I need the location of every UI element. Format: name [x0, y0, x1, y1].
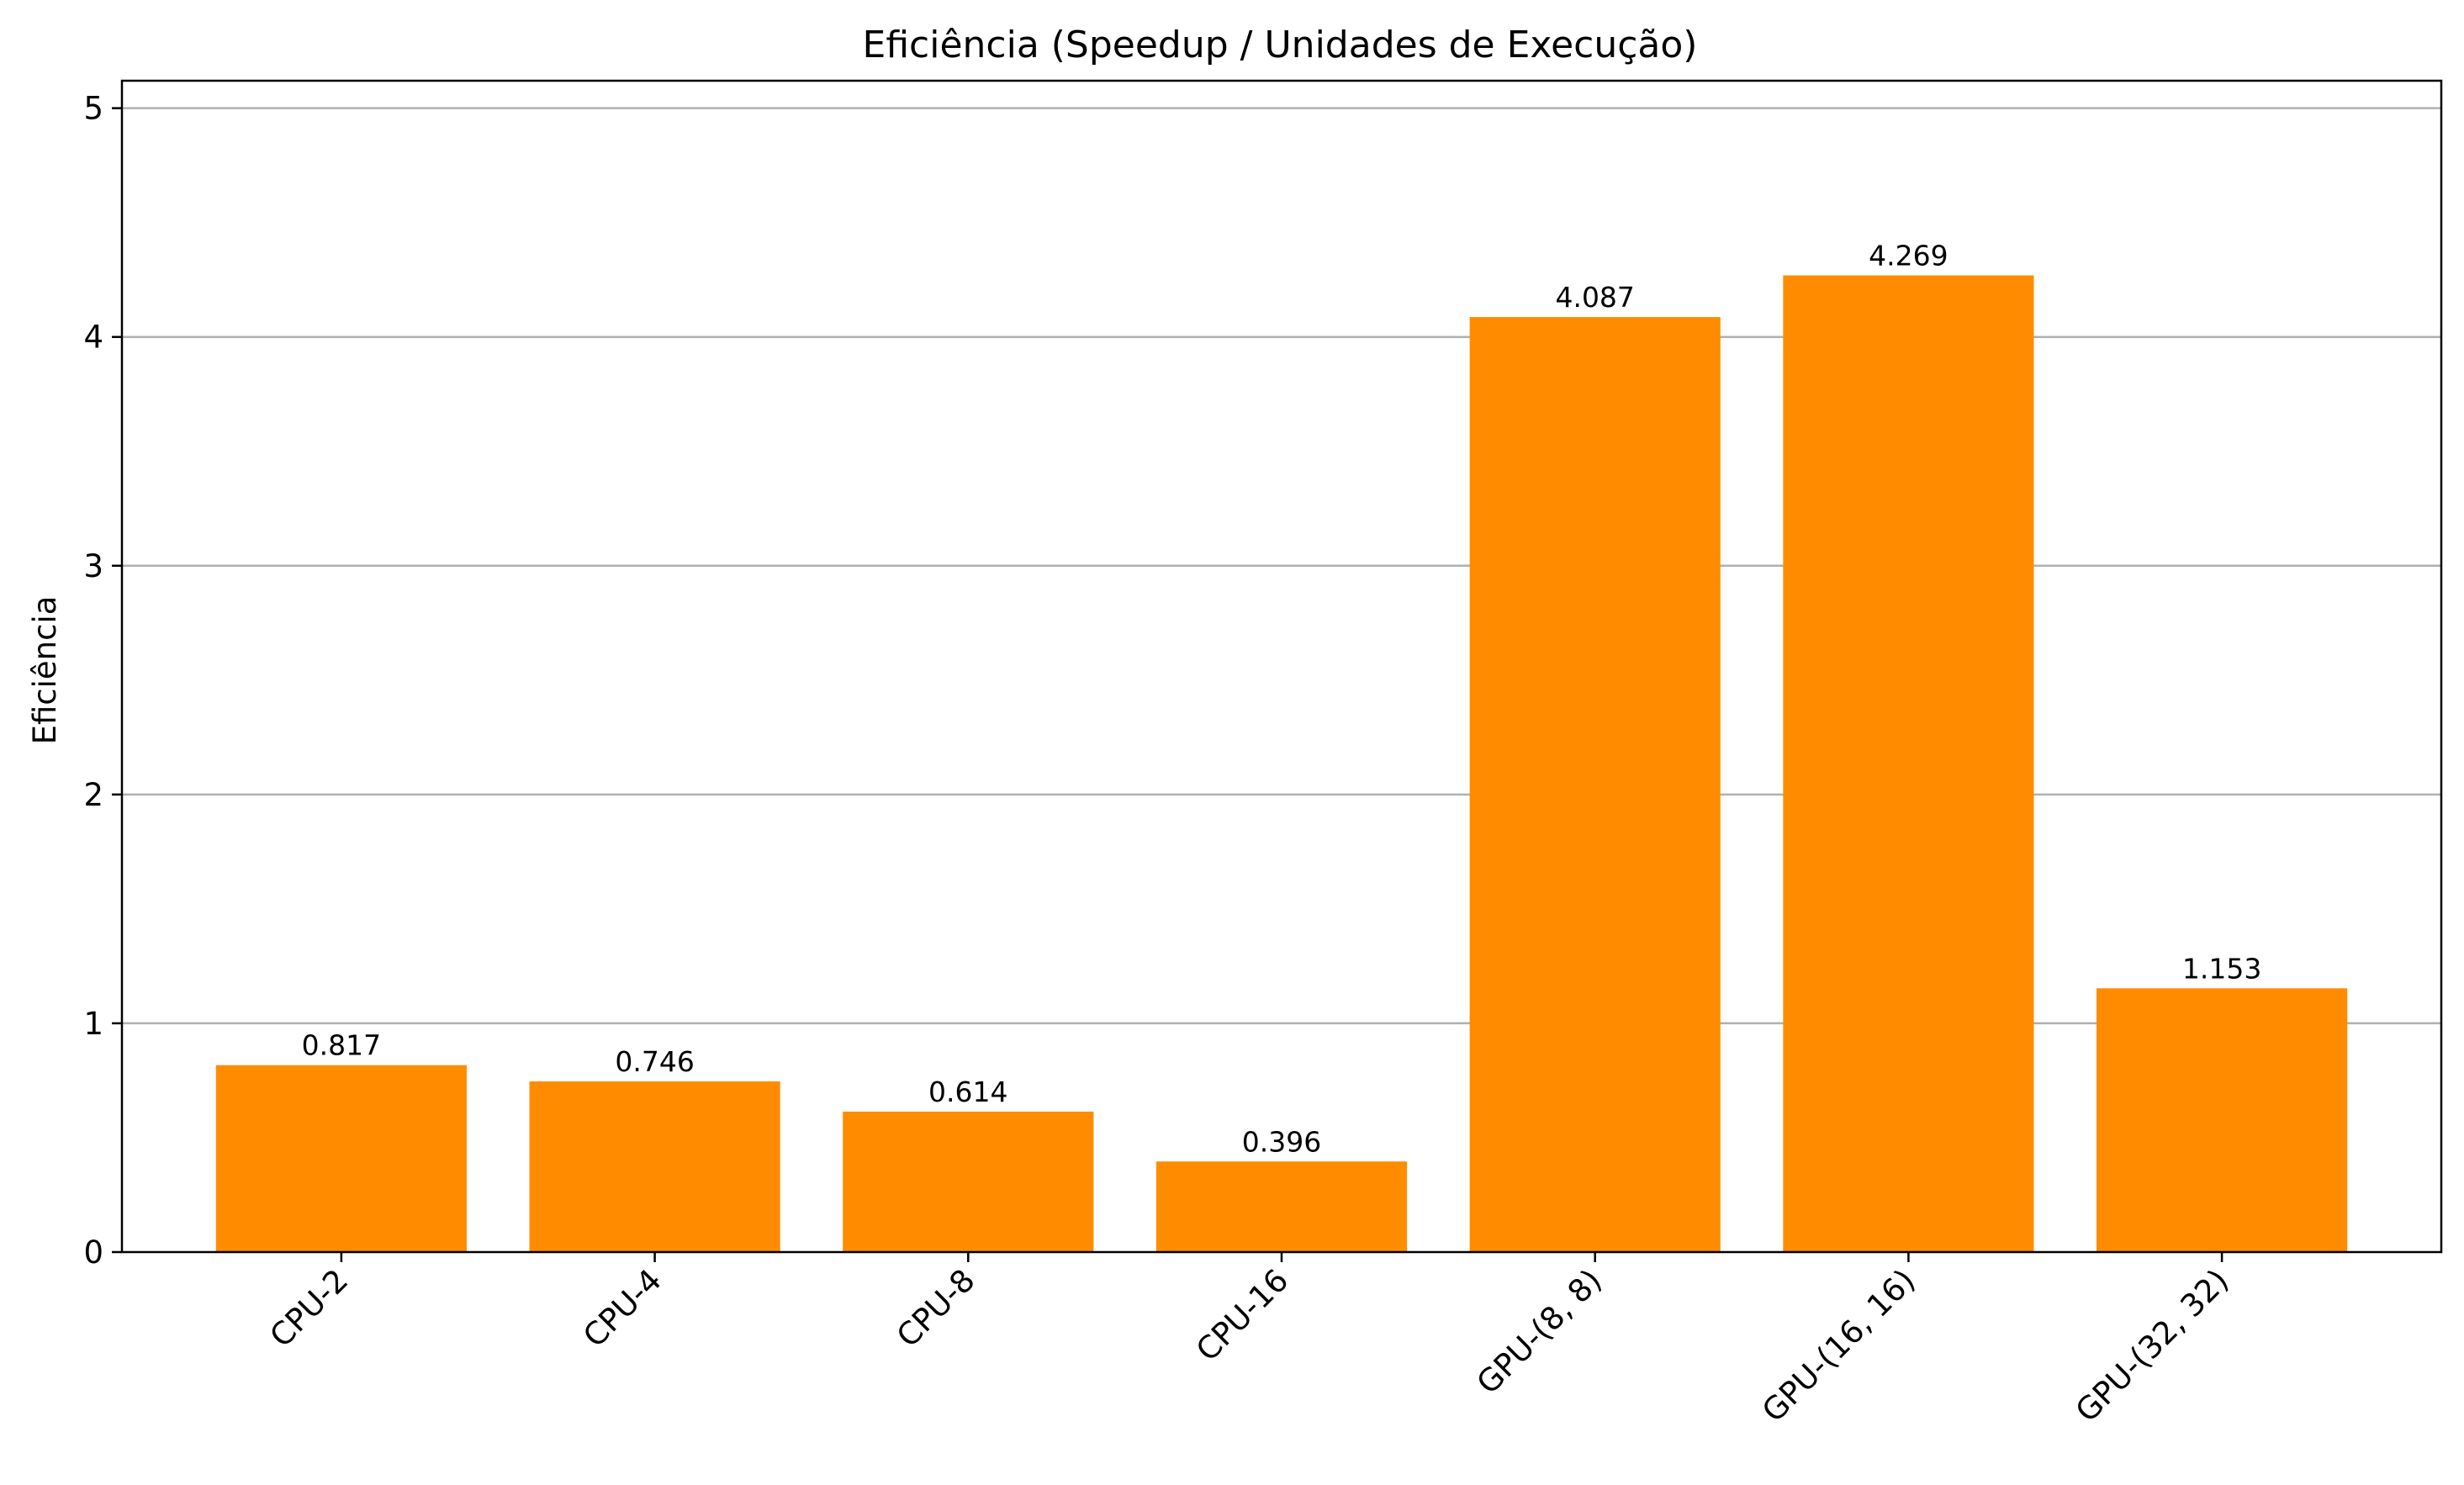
grid-lines [122, 107, 2441, 1025]
plot-frame [120, 79, 2443, 1254]
bar [215, 1065, 467, 1252]
bar [1155, 1161, 1408, 1252]
y-tick-label: 4 [83, 320, 103, 356]
x-tick-label: GPU-(32, 32) [2069, 1262, 2236, 1430]
x-tick-label: GPU-(8, 8) [1470, 1262, 1609, 1401]
bar-value-label: 0.746 [615, 1045, 694, 1078]
bar-value-label: 4.087 [1555, 281, 1634, 314]
bar-value-label: 0.396 [1242, 1125, 1321, 1158]
bar-value-labels: 0.817 0.746 0.614 0.396 4.087 4.269 1.153 [302, 240, 2262, 1159]
bar [1469, 317, 1721, 1253]
x-axis-ticks: CPU-2 CPU-4 CPU-8 CPU-16 GPU-(8, 8) GPU-(16, … [263, 1252, 2236, 1430]
x-tick-label: CPU-16 [1189, 1262, 1295, 1368]
x-tick-label: CPU-8 [890, 1262, 982, 1355]
bar-value-label: 1.153 [2182, 952, 2261, 985]
chart-title: Eficiência (Speedup / Unidades de Execuç… [863, 24, 1698, 66]
bar [843, 1111, 1094, 1252]
x-tick-label: CPU-4 [576, 1262, 669, 1355]
bar [1783, 275, 2034, 1252]
bar [529, 1081, 780, 1252]
bars [215, 275, 2348, 1253]
x-tick-label: CPU-2 [263, 1262, 356, 1355]
bar-value-label: 0.614 [928, 1075, 1007, 1108]
y-tick-label: 5 [83, 91, 103, 127]
y-tick-label: 0 [83, 1234, 103, 1271]
y-tick-label: 1 [83, 1006, 103, 1042]
bar [2097, 988, 2348, 1252]
y-axis-label: Eficiência [27, 596, 63, 745]
y-tick-label: 3 [83, 548, 103, 584]
y-axis-ticks: 0 1 2 3 4 5 [83, 91, 122, 1271]
bar-value-label: 0.817 [302, 1029, 381, 1062]
bar-value-label: 4.269 [1869, 240, 1948, 272]
x-tick-label: GPU-(16, 16) [1755, 1262, 1922, 1430]
y-tick-label: 2 [83, 777, 103, 813]
